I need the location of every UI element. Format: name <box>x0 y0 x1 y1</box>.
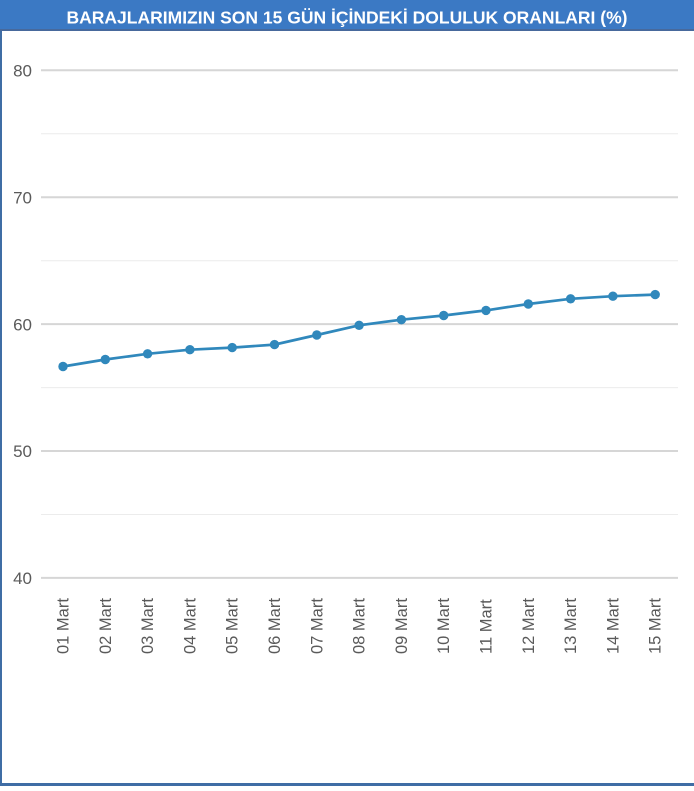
svg-text:BARAJLARIMIZIN SON 15 GÜN İÇİN: BARAJLARIMIZIN SON 15 GÜN İÇİNDEKİ DOLUL… <box>67 8 628 28</box>
svg-text:11 Mart: 11 Mart <box>478 599 496 654</box>
svg-text:03 Mart: 03 Mart <box>139 598 157 654</box>
svg-text:05 Mart: 05 Mart <box>224 598 242 654</box>
svg-text:10 Mart: 10 Mart <box>435 598 453 654</box>
svg-text:40: 40 <box>13 569 32 588</box>
svg-text:15 Mart: 15 Mart <box>647 598 665 654</box>
svg-text:06 Mart: 06 Mart <box>266 598 284 654</box>
svg-text:04 Mart: 04 Mart <box>181 598 199 654</box>
svg-text:07 Mart: 07 Mart <box>308 598 326 654</box>
svg-text:02 Mart: 02 Mart <box>97 598 115 654</box>
svg-text:13 Mart: 13 Mart <box>562 598 580 654</box>
svg-text:09 Mart: 09 Mart <box>393 598 411 654</box>
svg-text:12 Mart: 12 Mart <box>520 598 538 654</box>
svg-text:70: 70 <box>13 188 32 207</box>
svg-text:14 Mart: 14 Mart <box>604 598 622 654</box>
svg-text:08 Mart: 08 Mart <box>351 598 369 654</box>
svg-text:80: 80 <box>13 62 32 81</box>
svg-text:50: 50 <box>13 442 32 461</box>
svg-text:01 Mart: 01 Mart <box>55 598 73 654</box>
svg-text:60: 60 <box>13 315 32 334</box>
